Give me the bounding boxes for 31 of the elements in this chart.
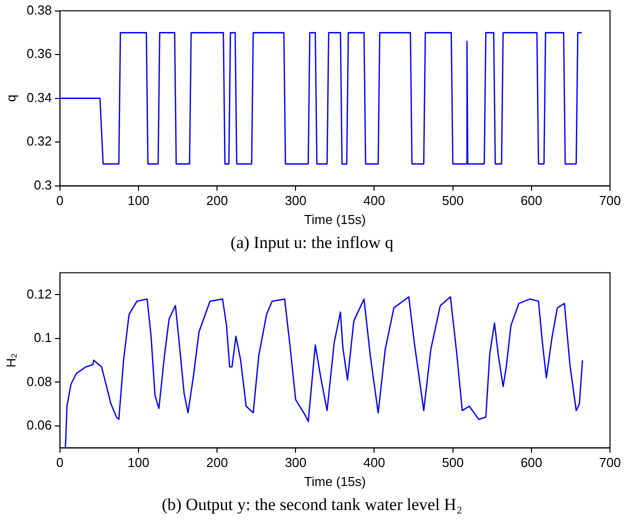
x-tick-label: 400: [363, 193, 386, 208]
y-tick-label: 0.36: [26, 46, 52, 62]
x-tick-label: 600: [520, 455, 542, 470]
x-tick-label: 600: [520, 193, 542, 208]
x-tick-label: 300: [284, 455, 307, 470]
x-axis-title: Time (15s): [304, 212, 366, 227]
y-tick-label: 0.34: [26, 90, 52, 105]
y-tick-label: 0.38: [26, 2, 52, 18]
y-tick-label: 0.3: [34, 177, 52, 192]
text: (b) Output y: the second tank water level H₂: [160, 494, 464, 516]
y-tick-label: 0.12: [26, 286, 52, 302]
x-tick-label: 100: [128, 193, 150, 208]
x-tick-label: 100: [128, 455, 150, 470]
x-tick-label: 500: [442, 455, 464, 470]
x-tick-label: 400: [363, 455, 386, 470]
x-tick-label: 200: [206, 455, 228, 470]
x-tick-label: 200: [206, 193, 228, 208]
x-tick-label: 300: [284, 193, 307, 208]
x-axis-title: Time (15s): [304, 474, 366, 489]
y-axis-title: H₂: [3, 353, 18, 368]
y-tick-label: 0.06: [26, 418, 52, 433]
y-tick-label: 0.08: [26, 374, 52, 389]
y-tick-label: 0.1: [34, 330, 52, 346]
text: (a) Input u: the inflow q: [230, 232, 394, 254]
x-tick-label: 700: [599, 455, 621, 470]
x-tick-label: 700: [599, 193, 621, 208]
x-tick-label: 0: [56, 193, 64, 208]
x-tick-label: 0: [56, 455, 64, 470]
x-tick-label: 500: [442, 193, 464, 208]
y-tick-label: 0.32: [26, 134, 52, 149]
y-axis-title: q: [3, 94, 18, 102]
